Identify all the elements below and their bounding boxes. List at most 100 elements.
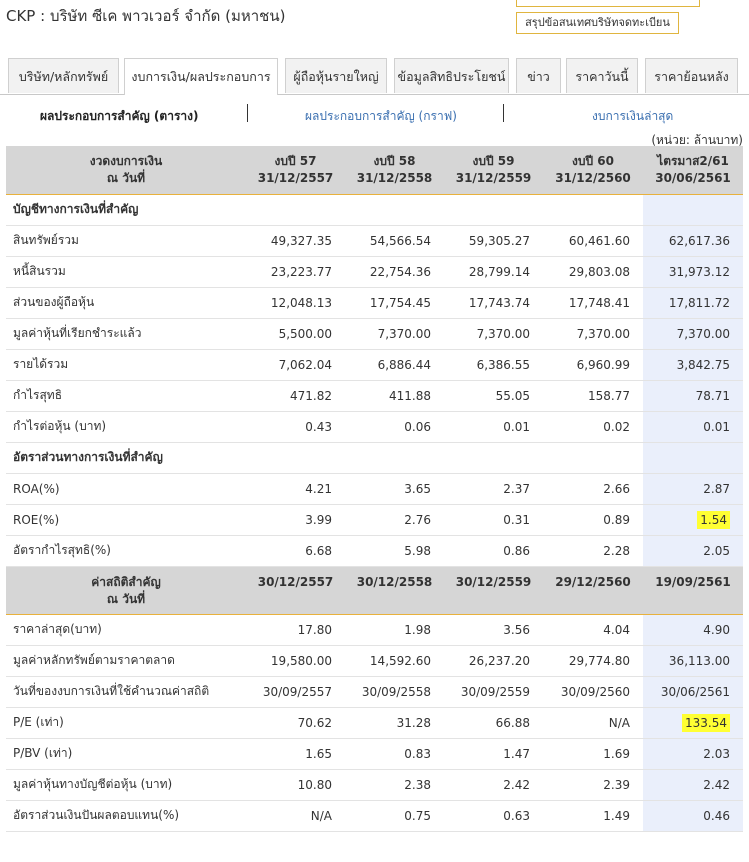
row-label: P/BV (เท่า) <box>6 738 246 770</box>
value: 2.38 <box>404 777 431 792</box>
value: 6,886.44 <box>377 357 431 372</box>
row-label: หนี้สินรวม <box>6 256 246 288</box>
value-cell: 7,062.04 <box>246 349 345 381</box>
value: 14,592.60 <box>369 653 431 668</box>
sub-link[interactable]: งบการเงินล่าสุด <box>592 109 674 123</box>
value: 29,774.80 <box>568 653 630 668</box>
separator <box>503 104 504 122</box>
tab[interactable]: บริษัท/หลักทรัพย์ <box>8 58 119 93</box>
header-text: 30/12/2558 <box>356 574 433 589</box>
value: 6.68 <box>305 543 332 558</box>
value: 12,048.13 <box>270 295 332 310</box>
value: 0.86 <box>503 543 530 558</box>
value: 0.31 <box>503 512 530 527</box>
header-text: 19/09/2561 <box>655 574 731 589</box>
row-label: ROE(%) <box>6 504 246 536</box>
value-cell: 22,754.36 <box>345 256 444 288</box>
value-cell: 0.01 <box>643 411 743 443</box>
value-cell: 2.38 <box>345 769 444 801</box>
row-label: ส่วนของผู้ถือหุ้น <box>6 287 246 319</box>
value-cell: 1.65 <box>246 738 345 770</box>
header-text: งบปี 59 <box>472 154 515 168</box>
row-label: มูลค่าหุ้นทางบัญชีต่อหุ้น (บาท) <box>6 769 246 801</box>
header-text: 30/06/2561 <box>655 171 731 185</box>
value-cell: 0.31 <box>444 504 543 536</box>
value-cell: 0.63 <box>444 800 543 832</box>
header-cell: 19/09/2561 <box>643 566 743 615</box>
value: 6,386.55 <box>476 357 530 372</box>
value: 23,223.77 <box>270 264 332 279</box>
value: 7,370.00 <box>476 326 530 341</box>
row-label: ราคาล่าสุด(บาท) <box>6 614 246 646</box>
tab[interactable]: ข่าว <box>516 58 561 93</box>
value-cell: 2.03 <box>643 738 743 770</box>
value-cell: 17,754.45 <box>345 287 444 319</box>
value: 2.39 <box>603 777 630 792</box>
header-cell: งบปี 60 31/12/2560 <box>543 146 643 195</box>
value: 1.49 <box>603 808 630 823</box>
value: 60,461.60 <box>568 233 630 248</box>
value: 59,305.27 <box>468 233 530 248</box>
value: 22,754.36 <box>369 264 431 279</box>
tab[interactable]: ราคาวันนี้ <box>566 58 638 93</box>
tab[interactable]: งบการเงิน/ผลประกอบการ <box>124 58 278 95</box>
value: 49,327.35 <box>270 233 332 248</box>
value-cell: 0.89 <box>543 504 643 536</box>
value: 17,754.45 <box>369 295 431 310</box>
data-row: P/BV (เท่า) 1.65 0.83 1.47 1.69 2.03 <box>6 738 743 770</box>
value-cell: 54,566.54 <box>345 225 444 257</box>
value: 1.47 <box>503 746 530 761</box>
data-row: วันที่ของงบการเงินที่ใช้คำนวณค่าสถิติ 30/… <box>6 676 743 708</box>
value-cell: 2.05 <box>643 535 743 567</box>
value: 1.54 <box>697 510 730 529</box>
value: 0.83 <box>404 746 431 761</box>
value: 55.05 <box>495 388 530 403</box>
value: 2.03 <box>703 746 730 761</box>
value: 0.63 <box>503 808 530 823</box>
value: 17.80 <box>297 622 332 637</box>
value: 1.98 <box>404 622 431 637</box>
section-fill <box>643 194 743 226</box>
value-cell: 78.71 <box>643 380 743 412</box>
sub-link[interactable]: ผลประกอบการสำคัญ (กราฟ) <box>305 109 457 123</box>
value-cell: 30/09/2559 <box>444 676 543 708</box>
row-label: มูลค่าหุ้นที่เรียกชำระแล้ว <box>6 318 246 350</box>
value-cell: 30/06/2561 <box>643 676 743 708</box>
value-cell: 7,370.00 <box>643 318 743 350</box>
value-cell: 23,223.77 <box>246 256 345 288</box>
value-cell: 2.39 <box>543 769 643 801</box>
data-row: ROE(%) 3.99 2.76 0.31 0.89 1.54 <box>6 504 743 536</box>
header-text: ไตรมาส2/61 <box>657 154 729 168</box>
value: 7,370.00 <box>676 326 730 341</box>
section-title: บัญชีทางการเงินที่สำคัญ <box>6 194 643 226</box>
value-cell: 4.21 <box>246 473 345 505</box>
data-row: มูลค่าหลักทรัพย์ตามราคาตลาด 19,580.00 14,5… <box>6 645 743 677</box>
value-cell: 10.80 <box>246 769 345 801</box>
value: 3.65 <box>404 481 431 496</box>
value: 2.66 <box>603 481 630 496</box>
value: 133.54 <box>682 713 730 732</box>
value-cell: 14,592.60 <box>345 645 444 677</box>
header-cell: 30/12/2557 <box>246 566 345 615</box>
sub-link[interactable]: ผลประกอบการสำคัญ (ตาราง) <box>40 109 199 123</box>
value: 3.56 <box>503 622 530 637</box>
header-text: 31/12/2557 <box>257 171 334 185</box>
value-cell: 59,305.27 <box>444 225 543 257</box>
summary-button[interactable]: สรุปข้อสนเทศบริษัทจดทะเบียน <box>516 12 679 34</box>
header-text: ณ วันที่ <box>106 591 146 606</box>
header-cell: 30/12/2559 <box>444 566 543 615</box>
value: 0.46 <box>703 808 730 823</box>
tab[interactable]: ราคาย้อนหลัง <box>645 58 738 93</box>
header-text: 31/12/2558 <box>356 171 433 185</box>
value-cell: 0.86 <box>444 535 543 567</box>
tab[interactable]: ข้อมูลสิทธิประโยชน์ <box>394 58 509 93</box>
header-text: 31/12/2559 <box>455 171 532 185</box>
tab[interactable]: ผู้ถือหุ้นรายใหญ่ <box>285 58 387 93</box>
row-label: อัตรากำไรสุทธิ(%) <box>6 535 246 567</box>
header-text: 31/12/2560 <box>555 171 631 185</box>
value-cell: 31,973.12 <box>643 256 743 288</box>
header-text: 29/12/2560 <box>555 574 631 589</box>
header-text: 30/12/2557 <box>257 574 334 589</box>
sub-links: ผลประกอบการสำคัญ (ตาราง) ผลประกอบการสำคัญ… <box>0 104 749 126</box>
